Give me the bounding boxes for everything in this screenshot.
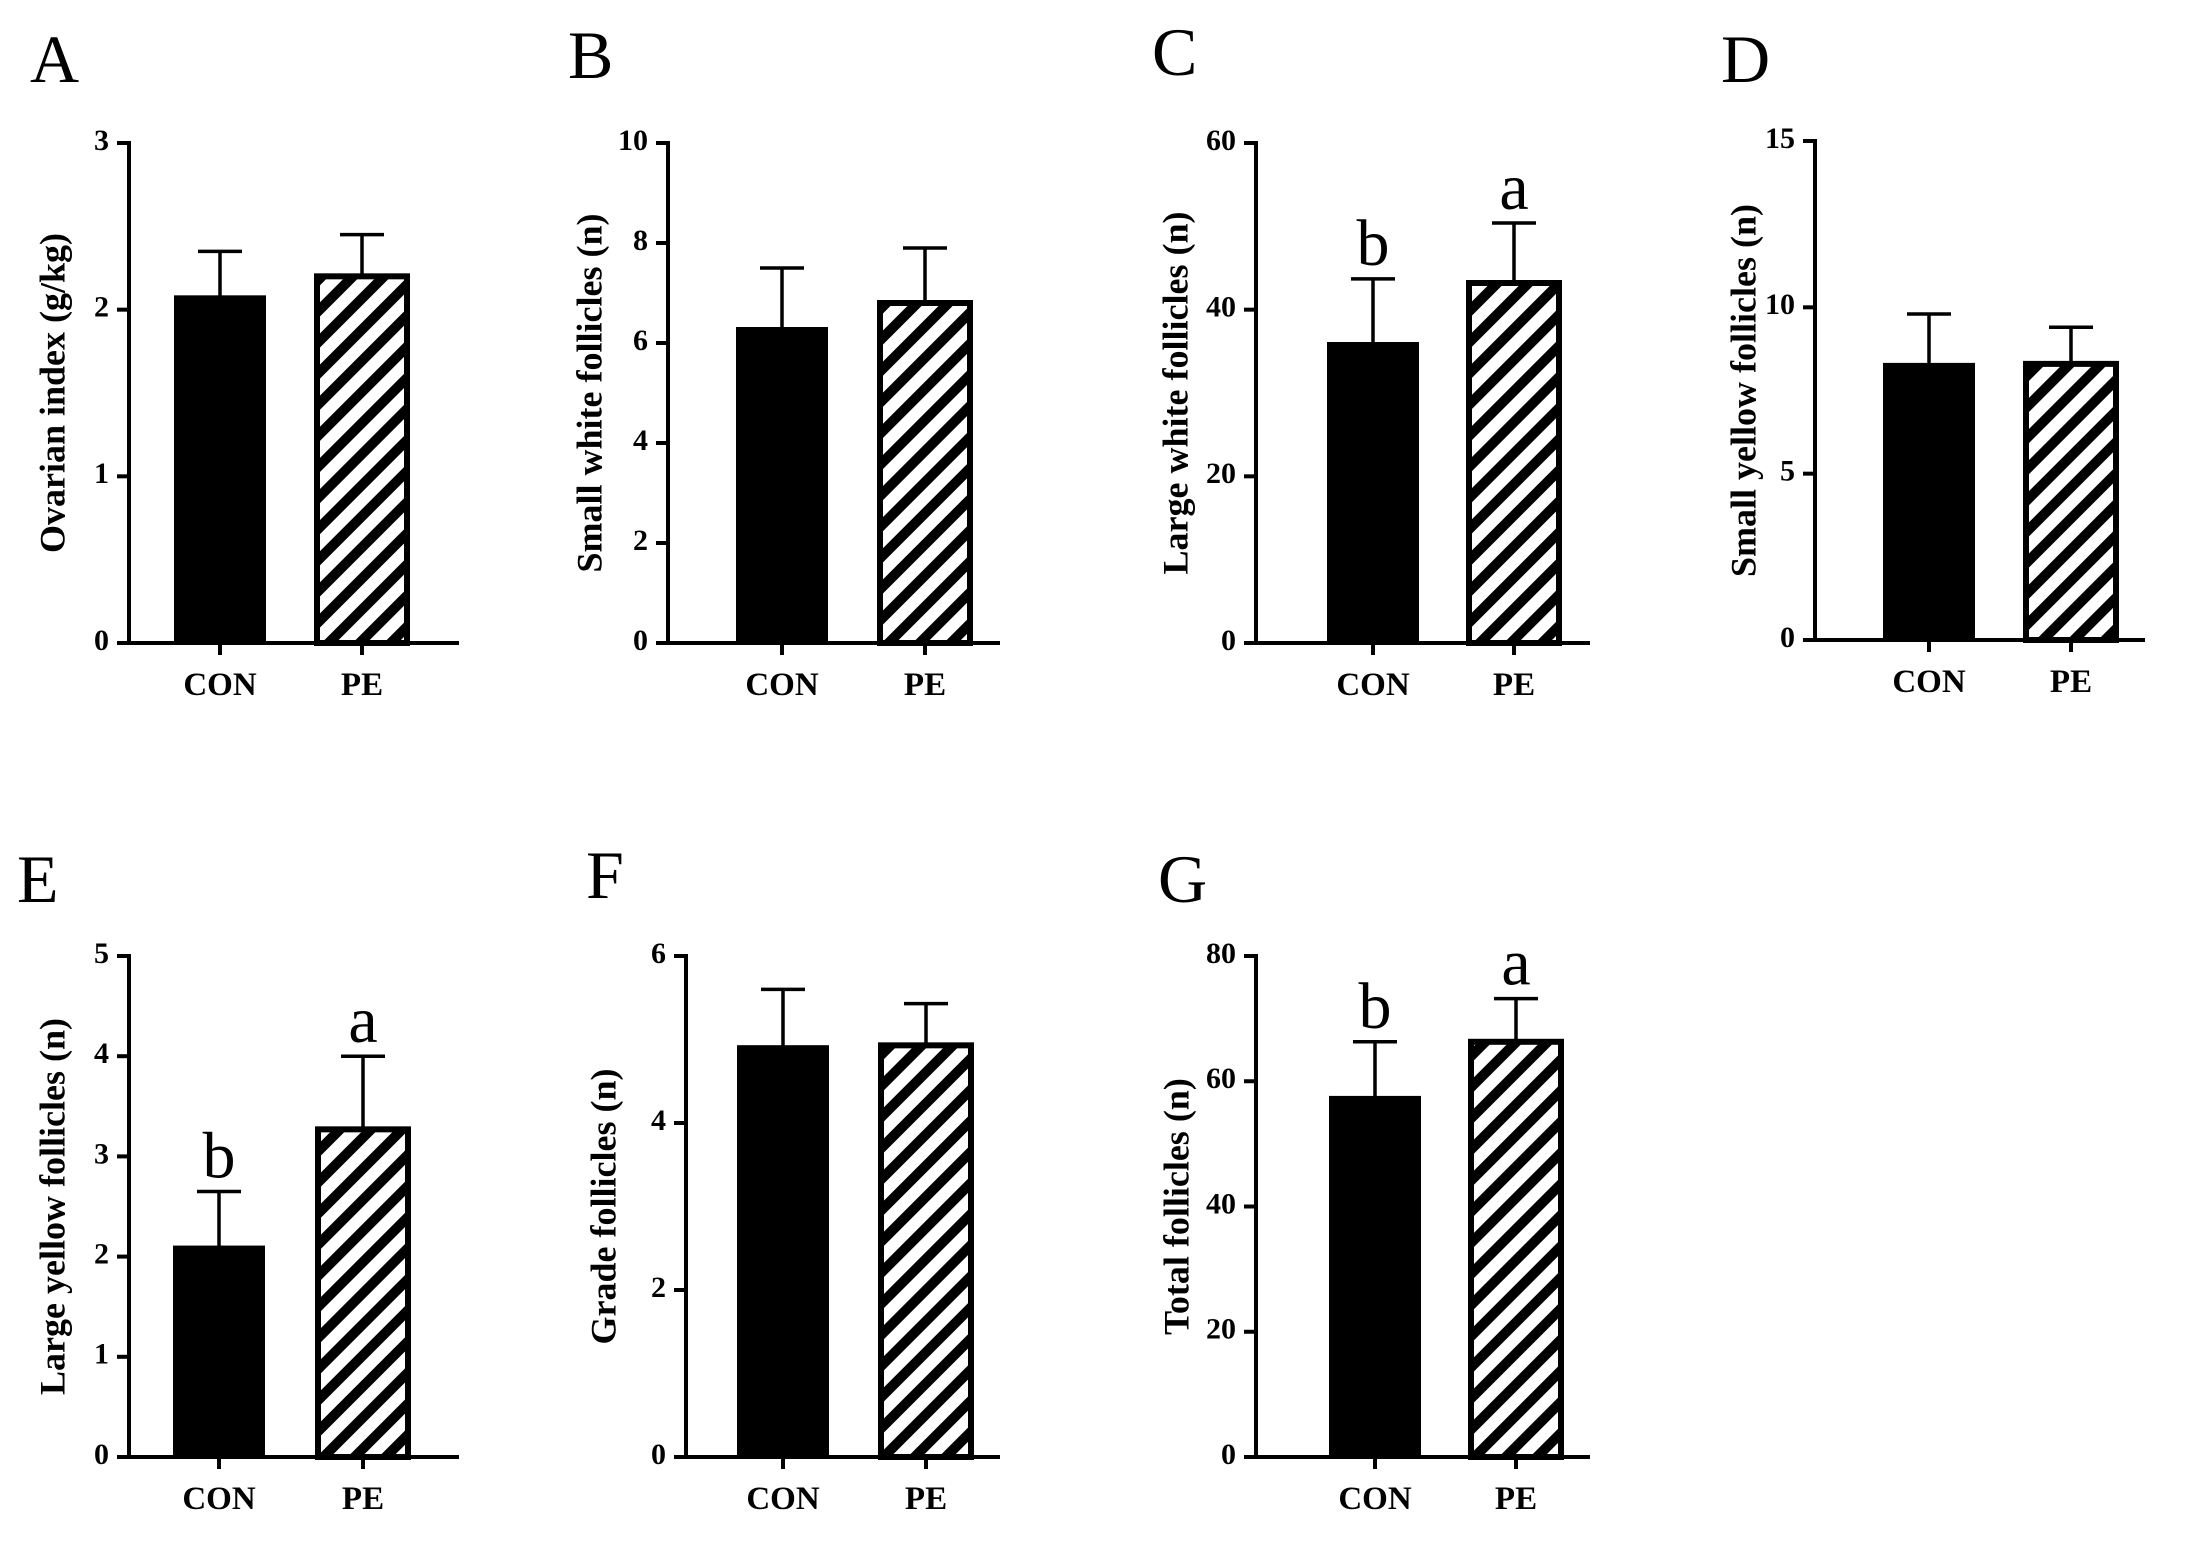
panel-letter: B: [568, 17, 613, 93]
y-tick-label: 60: [1206, 124, 1236, 157]
y-axis-label: Small yellow follicles (n): [1723, 204, 1763, 577]
significance-letter: b: [203, 1119, 236, 1192]
y-tick-label: 8: [633, 224, 648, 257]
category-label: PE: [904, 667, 946, 703]
bar-pe: [877, 300, 973, 646]
bar-con: [1329, 1095, 1421, 1458]
panel-letter: D: [1721, 21, 1770, 97]
y-tick-label: 2: [94, 1237, 109, 1270]
panel-letter: F: [586, 837, 624, 913]
panel-letter: G: [1158, 841, 1207, 917]
category-label: PE: [341, 667, 383, 703]
y-axis-label: Ovarian index (g/kg): [32, 233, 72, 553]
significance-letter: b: [1359, 970, 1392, 1043]
y-tick-label: 0: [94, 1438, 109, 1471]
y-tick-label: 0: [651, 1438, 666, 1471]
panel-b: B Small white follicles (n) CON PE 0 2 4 6 8 10: [568, 17, 1000, 703]
y-tick-label: 6: [633, 324, 648, 357]
bar-con: [1327, 342, 1419, 644]
category-label: PE: [905, 1481, 947, 1517]
category-label: CON: [1338, 1481, 1412, 1517]
y-axis-label: Small white follicles (n): [569, 214, 609, 573]
bar-con: [174, 295, 266, 644]
y-tick-label: 3: [94, 124, 109, 157]
bar-pe: [315, 1126, 411, 1460]
y-tick-label: 15: [1765, 122, 1795, 155]
category-label: PE: [1495, 1481, 1537, 1517]
y-tick-label: 60: [1206, 1062, 1236, 1095]
panel-f: F Grade follicles (n) CON PE 0 2 4 6: [583, 837, 1000, 1517]
y-tick-label: 10: [618, 124, 648, 157]
y-tick-label: 2: [94, 291, 109, 324]
y-tick-label: 0: [94, 624, 109, 657]
panel-d: D Small yellow follicles (n) CON PE 0 5 10 15: [1721, 21, 2145, 700]
category-label: PE: [2050, 664, 2092, 700]
category-label: CON: [1336, 667, 1410, 703]
panel-letter: A: [30, 21, 79, 97]
bar-pe: [314, 273, 410, 646]
y-tick-label: 5: [1780, 455, 1795, 488]
y-tick-label: 2: [633, 524, 648, 557]
y-tick-label: 0: [1221, 624, 1236, 657]
y-tick-label: 0: [1221, 1438, 1236, 1471]
panel-e: E Large yellow follicles (n) b CON a PE 0 1 2 3 4 5: [17, 841, 459, 1517]
category-label: CON: [182, 1481, 256, 1517]
y-tick-label: 2: [651, 1271, 666, 1304]
y-tick-label: 0: [1780, 621, 1795, 654]
y-tick-label: 20: [1206, 1313, 1236, 1346]
bar-pe: [1468, 1038, 1564, 1460]
y-tick-label: 4: [633, 424, 648, 457]
bar-pe: [2023, 360, 2119, 643]
bar-con: [737, 1045, 829, 1459]
y-tick-label: 0: [633, 624, 648, 657]
significance-letter: a: [348, 984, 377, 1057]
bar-con: [1883, 362, 1975, 641]
bar-pe: [878, 1042, 974, 1460]
category-label: CON: [745, 667, 819, 703]
bar-pe: [1466, 280, 1562, 646]
y-axis-label: Large yellow follicles (n): [32, 1018, 72, 1395]
category-label: PE: [1493, 667, 1535, 703]
y-tick-label: 3: [94, 1137, 109, 1170]
category-label: CON: [1892, 664, 1966, 700]
y-tick-label: 80: [1206, 937, 1236, 970]
panel-letter: C: [1152, 14, 1197, 90]
bar-con: [736, 327, 828, 644]
bar-con: [173, 1245, 265, 1458]
significance-letter: a: [1499, 151, 1528, 224]
y-tick-label: 40: [1206, 1187, 1236, 1220]
y-tick-label: 4: [94, 1037, 109, 1070]
y-tick-label: 40: [1206, 291, 1236, 324]
panel-g: G Total follicles (n) b CON a PE 0 20 40 60 80: [1156, 841, 1590, 1517]
y-axis-label: Total follicles (n): [1156, 1078, 1196, 1335]
panel-letter: E: [17, 841, 59, 917]
panel-a: A Ovarian index (g/kg) CON PE 0 1 2 3: [30, 21, 459, 703]
y-tick-label: 20: [1206, 457, 1236, 490]
category-label: CON: [746, 1481, 820, 1517]
y-tick-label: 5: [94, 937, 109, 970]
significance-letter: b: [1357, 207, 1390, 280]
y-axis-label: Grade follicles (n): [583, 1069, 623, 1345]
y-axis-label: Large white follicles (n): [1155, 212, 1195, 575]
y-tick-label: 4: [651, 1104, 666, 1137]
category-label: PE: [342, 1481, 384, 1517]
significance-letter: a: [1501, 927, 1530, 1000]
y-tick-label: 1: [94, 457, 109, 490]
panel-c: C Large white follicles (n) b CON a PE 0 20 40 60: [1152, 14, 1590, 703]
y-tick-label: 10: [1765, 288, 1795, 321]
category-label: CON: [183, 667, 257, 703]
y-tick-label: 6: [651, 937, 666, 970]
y-tick-label: 1: [94, 1338, 109, 1371]
